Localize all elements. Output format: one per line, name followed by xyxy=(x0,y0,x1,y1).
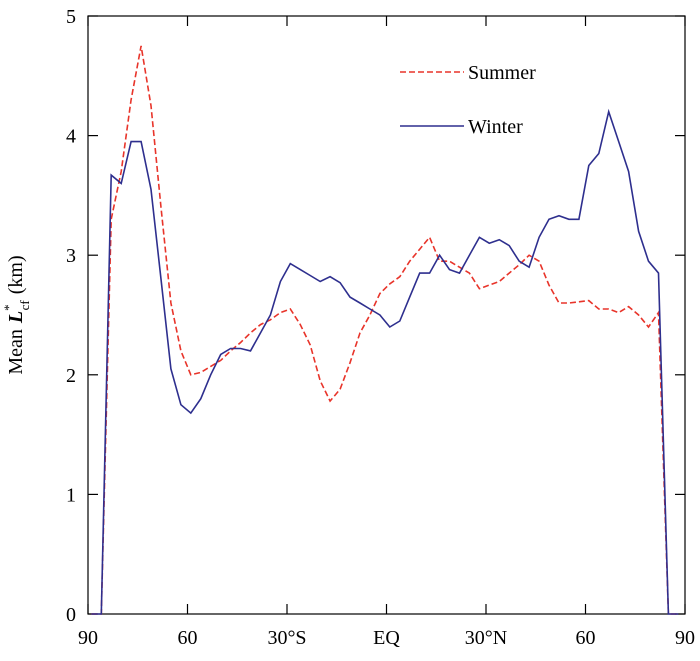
y-tick-label: 5 xyxy=(66,6,76,28)
x-tick-label: 60 xyxy=(576,627,596,649)
x-tick-label: 30°S xyxy=(267,627,306,649)
y-tick-label: 2 xyxy=(66,365,76,387)
data-line xyxy=(91,45,679,615)
y-label-symbol: L xyxy=(5,311,27,324)
y-label-sub: cf xyxy=(17,300,32,311)
x-tick-label: 30°N xyxy=(465,627,507,649)
y-tick-label: 3 xyxy=(66,245,76,267)
y-label-sup: * xyxy=(1,304,16,311)
y-tick-label: 4 xyxy=(66,126,76,148)
x-tick-label: 60 xyxy=(178,627,198,649)
legend-label: Summer xyxy=(468,62,536,84)
data-line xyxy=(91,108,679,615)
legend-label: Winter xyxy=(468,116,523,138)
y-label-text: (km) xyxy=(5,255,27,294)
plot-frame xyxy=(87,15,686,615)
y-tick-label: 1 xyxy=(66,484,76,506)
y-tick-label: 0 xyxy=(66,604,76,626)
y-axis-label: Mean L*cf (km) xyxy=(1,255,32,374)
x-tick-label: 90 xyxy=(78,627,98,649)
x-tick-label: 90 xyxy=(675,627,695,649)
y-label-text: Mean xyxy=(5,329,27,375)
x-tick-label: EQ xyxy=(373,627,400,649)
